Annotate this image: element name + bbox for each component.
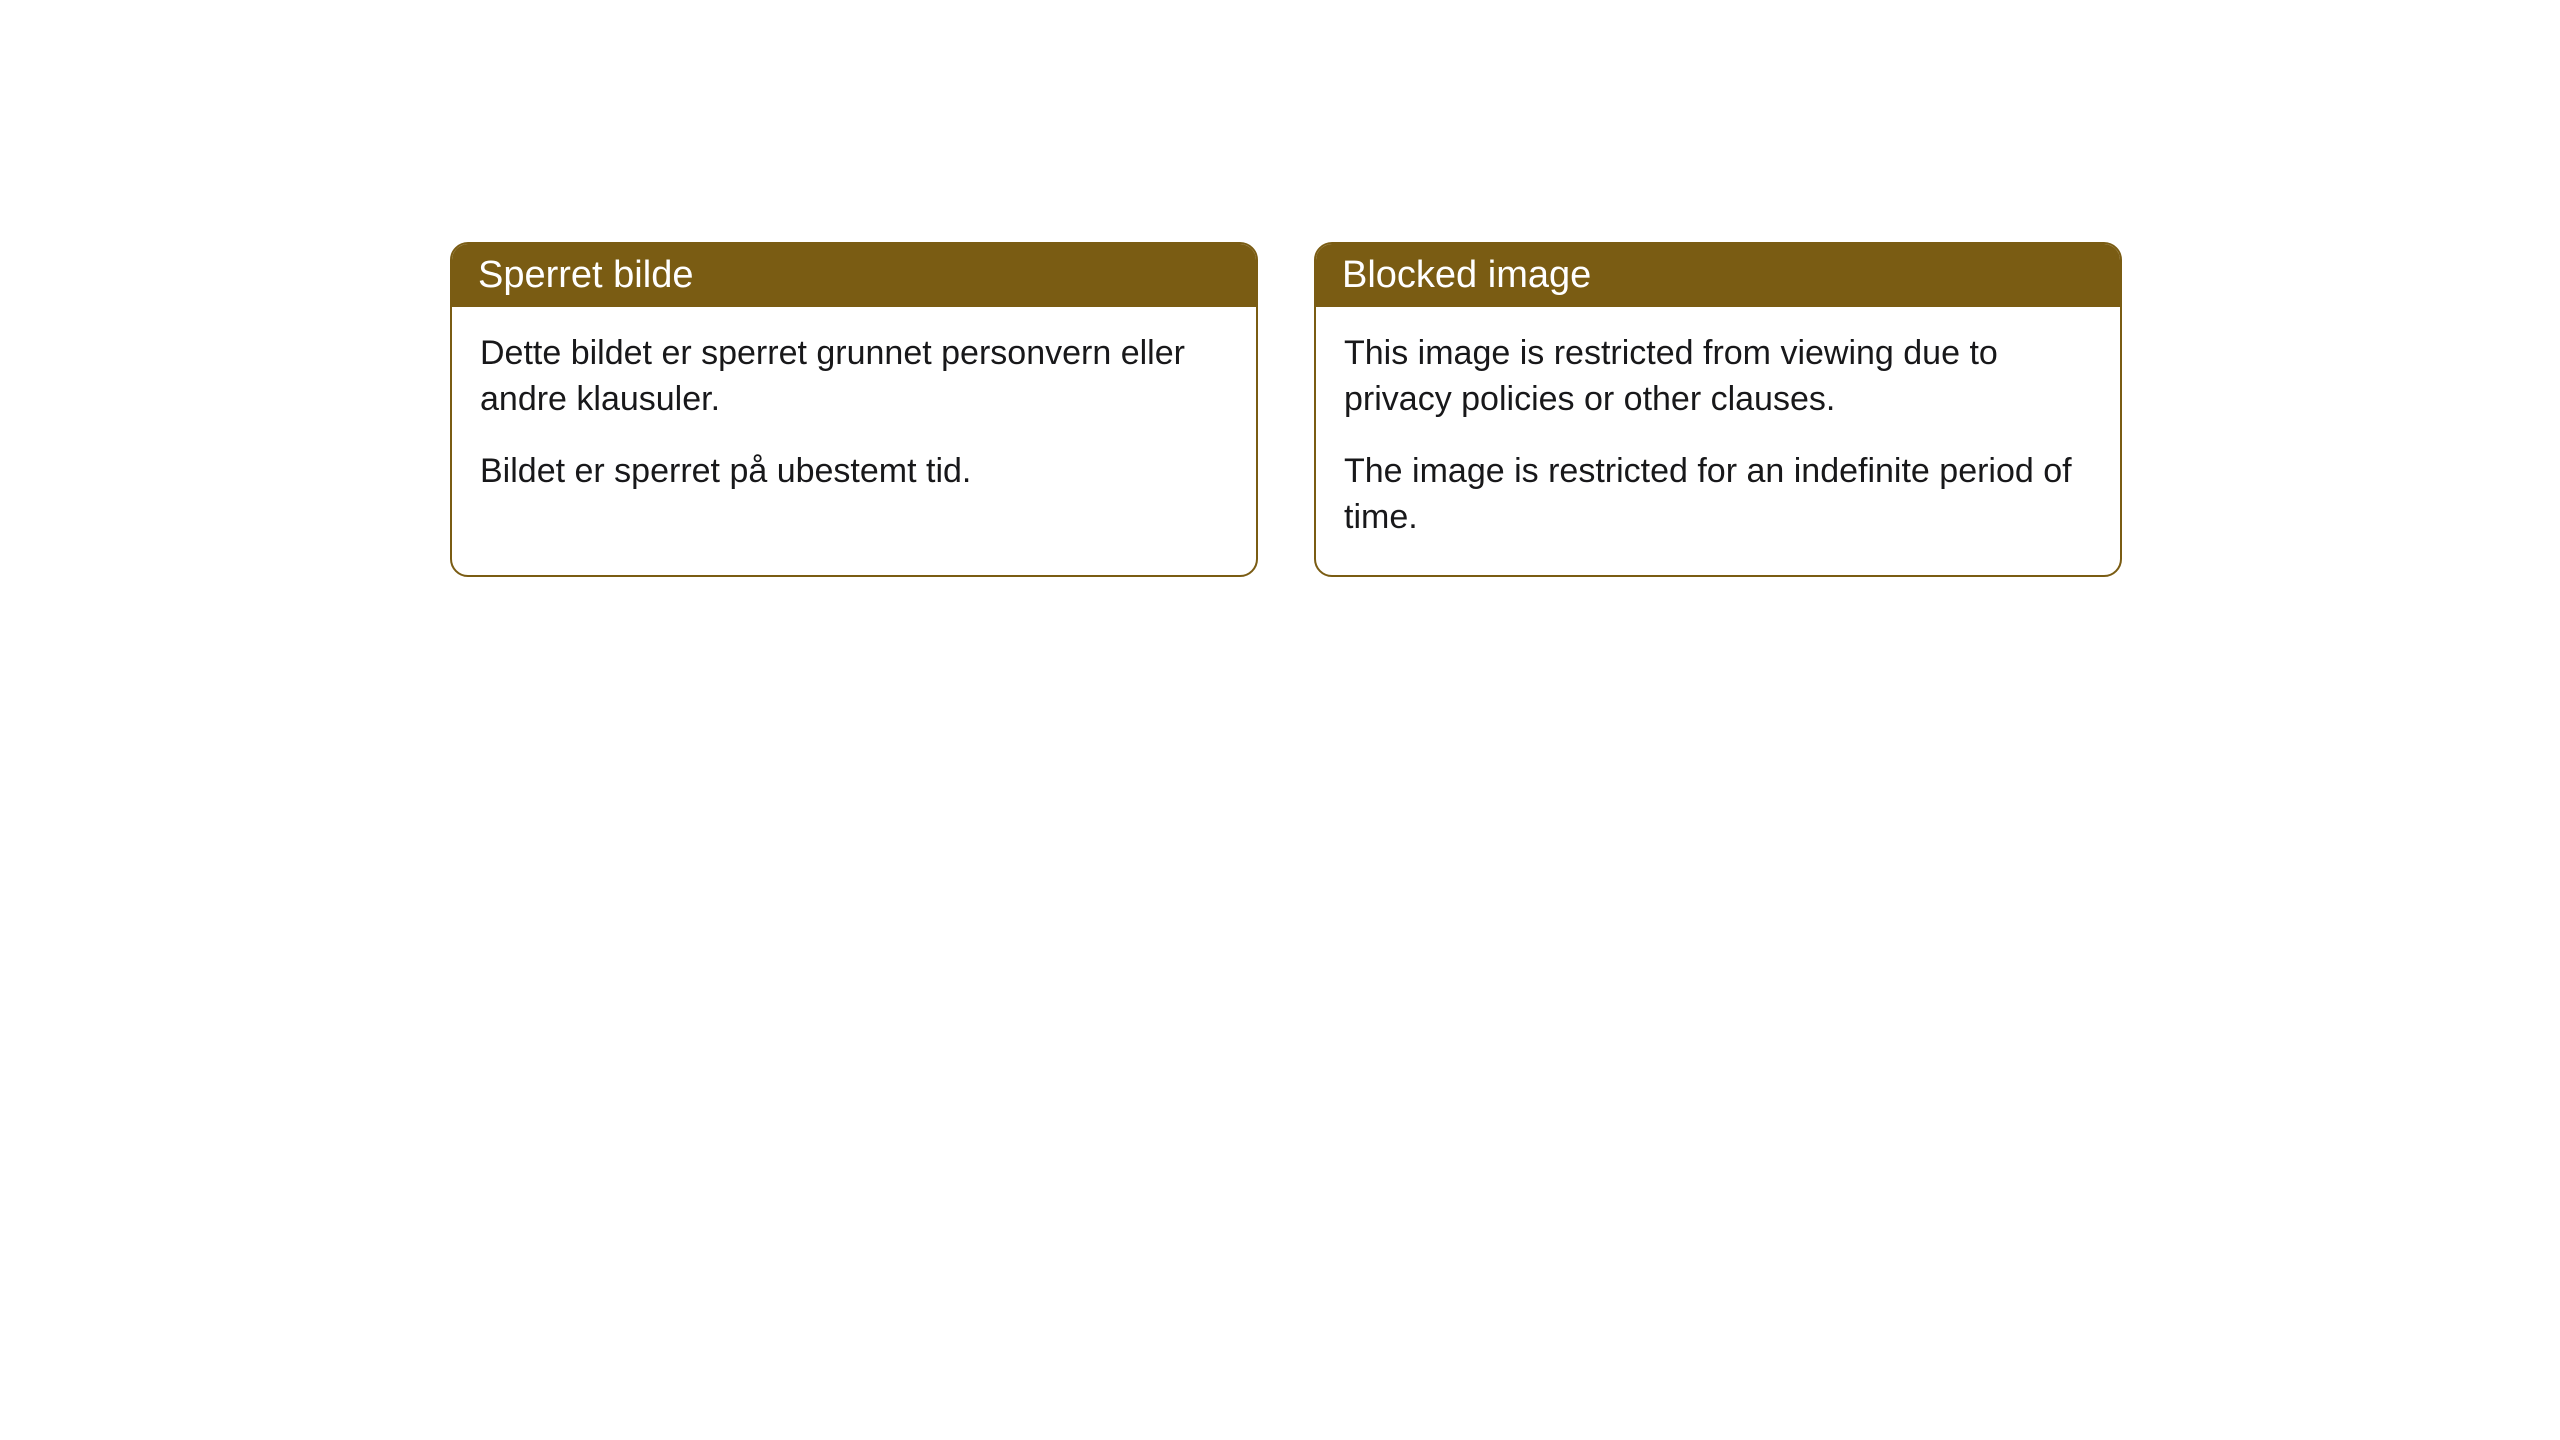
card-header-norwegian: Sperret bilde bbox=[452, 244, 1256, 307]
card-title-norwegian: Sperret bilde bbox=[478, 254, 693, 296]
cards-container: Sperret bilde Dette bildet er sperret gr… bbox=[0, 0, 2560, 577]
card-norwegian: Sperret bilde Dette bildet er sperret gr… bbox=[450, 242, 1258, 577]
card-body-norwegian: Dette bildet er sperret grunnet personve… bbox=[452, 307, 1256, 529]
card-header-english: Blocked image bbox=[1316, 244, 2120, 307]
card-paragraph: Dette bildet er sperret grunnet personve… bbox=[480, 331, 1228, 423]
card-paragraph: Bildet er sperret på ubestemt tid. bbox=[480, 449, 1228, 495]
card-title-english: Blocked image bbox=[1342, 254, 1591, 296]
card-body-english: This image is restricted from viewing du… bbox=[1316, 307, 2120, 575]
card-paragraph: The image is restricted for an indefinit… bbox=[1344, 449, 2092, 541]
card-english: Blocked image This image is restricted f… bbox=[1314, 242, 2122, 577]
card-paragraph: This image is restricted from viewing du… bbox=[1344, 331, 2092, 423]
